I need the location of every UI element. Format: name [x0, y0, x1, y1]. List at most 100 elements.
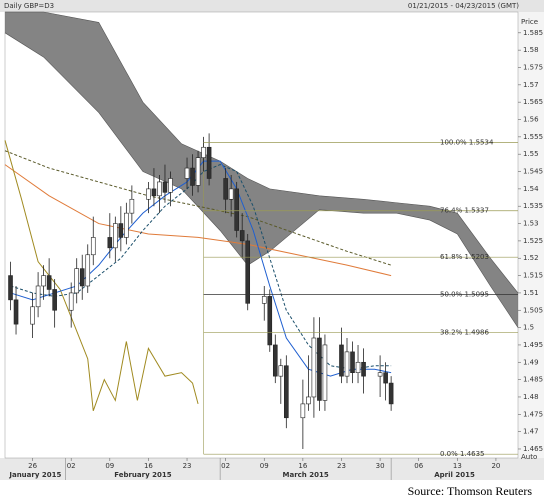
candle-body: [239, 230, 245, 242]
candle-body: [184, 167, 190, 179]
candle-body: [228, 188, 234, 200]
y-tick-label: 1.48: [523, 393, 539, 401]
y-tick-label: 1.515: [523, 272, 543, 280]
x-tick-label: 26: [28, 462, 37, 470]
y-tick-label: 1.47: [523, 428, 539, 436]
candle-body: [74, 268, 80, 294]
fib-label: 0.0% 1.4635: [440, 450, 485, 458]
y-tick-label: 1.53: [523, 220, 539, 228]
candle-body: [68, 292, 74, 311]
candle-body: [113, 223, 118, 249]
y-tick-label: 1.5: [523, 324, 534, 332]
month-label: January 2015: [8, 471, 61, 479]
x-tick-label: 13: [453, 462, 462, 470]
y-tick-label: 1.51: [523, 289, 539, 297]
candle-body: [8, 275, 13, 301]
y-tick-label: 1.57: [523, 81, 539, 89]
candle-body: [41, 275, 46, 287]
y-tick-label: 1.58: [523, 46, 539, 54]
x-tick-label: 16: [298, 462, 307, 470]
candle-body: [13, 299, 19, 325]
candle-body: [300, 403, 306, 419]
candle-body: [284, 365, 289, 419]
plot-layer: [4, 11, 519, 455]
candle-body: [234, 188, 239, 231]
x-tick-label: 02: [221, 462, 230, 470]
candle-body: [383, 372, 388, 384]
y-tick-label: 1.52: [523, 254, 539, 262]
candle-body: [272, 344, 278, 377]
x-tick-label: 23: [183, 462, 192, 470]
ichimoku-cloud: [5, 12, 518, 328]
candle-body: [317, 337, 322, 401]
candle-body: [129, 198, 135, 214]
x-tick-label: 30: [376, 462, 385, 470]
candle-body: [339, 344, 344, 377]
y-tick-label: 1.585: [523, 29, 543, 37]
month-label: February 2015: [114, 471, 171, 479]
y-tick-label: 1.56: [523, 116, 539, 124]
source-note: Source: Thomson Reuters: [408, 484, 533, 498]
chart-title: Daily GBP=D3: [4, 2, 54, 10]
candle-body: [124, 212, 129, 238]
y-axis-label: Price: [521, 18, 538, 26]
candle-body: [355, 361, 361, 373]
x-axis-panel: [0, 458, 544, 480]
candle-body: [52, 289, 57, 311]
candle-body: [90, 237, 96, 256]
y-tick-label: 1.54: [523, 185, 539, 193]
y-tick-label: 1.55: [523, 150, 539, 158]
candle-body: [146, 188, 151, 200]
candle-body: [201, 146, 206, 158]
candle-body: [107, 237, 113, 249]
candle-body: [151, 188, 157, 197]
auto-button[interactable]: Auto: [521, 453, 537, 461]
header-bar: [0, 0, 544, 12]
candle-body: [388, 382, 394, 405]
indicator-line: [4, 164, 392, 277]
candle-body: [322, 344, 328, 401]
candle-body: [30, 306, 35, 325]
y-tick-label: 1.485: [523, 376, 543, 384]
candle-body: [311, 337, 317, 398]
fib-label: 76.4% 1.5337: [440, 207, 489, 215]
candle-body: [267, 296, 273, 346]
x-tick-label: 09: [260, 462, 269, 470]
candle-body: [361, 361, 366, 377]
candle-body: [245, 240, 251, 304]
y-tick-label: 1.555: [523, 133, 543, 141]
candle-body: [350, 351, 355, 373]
y-axis-panel: [518, 12, 544, 458]
candle-body: [195, 157, 201, 186]
indicator-line: [10, 164, 392, 370]
candle-body: [223, 178, 228, 200]
x-tick-label: 23: [337, 462, 346, 470]
candle-body: [168, 178, 173, 193]
candle-body: [206, 146, 212, 179]
candle-body: [190, 167, 195, 186]
y-tick-label: 1.565: [523, 98, 543, 106]
fib-label: 100.0% 1.5534: [440, 138, 494, 146]
candle-body: [157, 181, 162, 197]
month-label: April 2015: [434, 471, 475, 479]
y-tick-label: 1.475: [523, 410, 543, 418]
chart-subtitle: 01/21/2015 - 04/23/2015 (GMT): [408, 2, 519, 10]
y-tick-label: 1.535: [523, 202, 543, 210]
candle-body: [85, 254, 91, 287]
y-tick-label: 1.525: [523, 237, 543, 245]
fib-label: 61.8% 1.5203: [440, 253, 489, 261]
candle-body: [261, 296, 267, 304]
month-label: March 2015: [283, 471, 329, 479]
y-tick-label: 1.49: [523, 358, 539, 366]
candle-body: [278, 365, 284, 377]
y-tick-label: 1.505: [523, 306, 543, 314]
x-tick-label: 02: [67, 462, 76, 470]
fib-label: 38.2% 1.4986: [440, 328, 490, 336]
y-tick-label: 1.545: [523, 168, 543, 176]
indicator-line: [4, 150, 392, 266]
x-tick-label: 16: [144, 462, 153, 470]
fib-label: 50.0% 1.5095: [440, 291, 489, 299]
candle-body: [344, 351, 350, 377]
x-tick-label: 20: [491, 462, 500, 470]
